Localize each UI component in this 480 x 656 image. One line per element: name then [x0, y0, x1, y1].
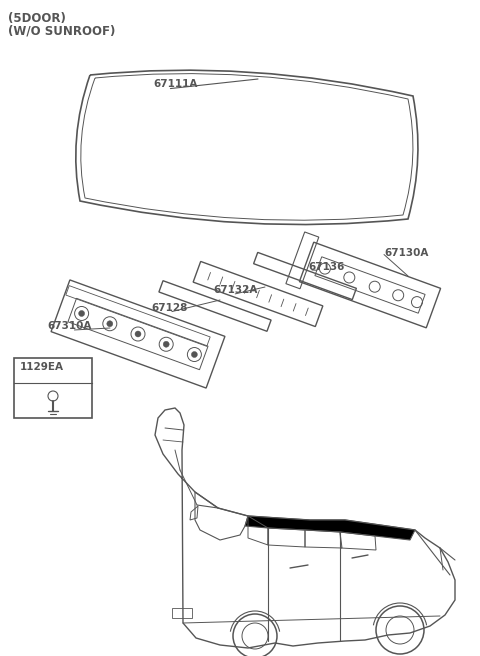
Text: 67128: 67128 — [151, 303, 188, 313]
Text: 67132A: 67132A — [214, 285, 258, 295]
Text: (5DOOR): (5DOOR) — [8, 12, 66, 25]
Bar — [14, 358, 92, 418]
Circle shape — [135, 331, 141, 337]
Text: 1129EA: 1129EA — [20, 362, 64, 372]
Text: 67310A: 67310A — [47, 321, 91, 331]
Polygon shape — [245, 516, 415, 540]
Text: 67111A: 67111A — [154, 79, 198, 89]
Circle shape — [107, 321, 113, 327]
Text: 67136: 67136 — [308, 262, 345, 272]
Text: (W/O SUNROOF): (W/O SUNROOF) — [8, 24, 115, 37]
Circle shape — [192, 352, 197, 358]
Bar — [172, 608, 192, 618]
Circle shape — [163, 341, 169, 347]
Text: 67130A: 67130A — [384, 248, 428, 258]
Circle shape — [79, 310, 84, 316]
